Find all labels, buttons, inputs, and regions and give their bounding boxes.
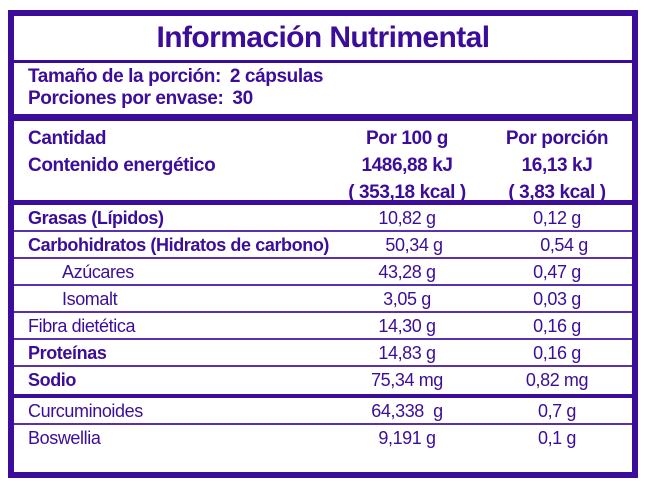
per-100g-column: Por 100 g 1486,88 kJ ( 353,18 kcal ) (322, 125, 492, 206)
serving-size-label: Tamaño de la porción: (28, 66, 221, 87)
nutrient-row-proteinas: Proteínas 14,83 g 0,16 g (14, 340, 632, 367)
amount-energy-column: Cantidad Contenido energético (14, 125, 322, 206)
nutrient-label: Fibra dietética (28, 316, 136, 336)
nutrient-per-portion: 0,03 g (533, 289, 581, 309)
nutrient-label: Azúcares (62, 262, 134, 282)
nutrient-per-portion: 0,47 g (533, 262, 581, 282)
nutrient-row-carbohidratos: Carbohidratos (Hidratos de carbono) 50,3… (14, 232, 632, 259)
serving-info: Tamaño de la porción: 2 cápsulas Porcione… (14, 63, 632, 121)
nutrient-per-portion: 0,12 g (533, 208, 581, 228)
energy-kj-per-portion: 16,13 kJ (521, 155, 593, 176)
energy-kj-per-100g: 1486,88 kJ (361, 155, 453, 176)
nutrient-per-100g: 14,83 g (378, 343, 436, 363)
nutrient-per-100g: 10,82 g (378, 208, 436, 228)
nutrient-per-100g: 3,05 g (383, 289, 431, 309)
nutrient-row-boswellia: Boswellia 9,191 g 0,1 g (14, 425, 632, 452)
nutrient-row-fibra: Fibra dietética 14,30 g 0,16 g (14, 313, 632, 340)
nutrient-label: Boswellia (28, 428, 101, 448)
nutrient-per-portion: 0,16 g (533, 316, 581, 336)
nutrient-label: Sodio (28, 370, 76, 390)
extra-ingredient-rows: Curcuminoides 64,338 g 0,7 g Boswellia 9… (14, 398, 632, 452)
nutrient-row-isomalt: Isomalt 3,05 g 0,03 g (14, 286, 632, 313)
per-portion-header: Por porción (505, 128, 609, 149)
nutrient-row-sodio: Sodio 75,34 mg 0,82 mg (14, 367, 632, 394)
servings-per-container-row: Porciones por envase: 30 (28, 88, 618, 110)
nutrient-per-portion: 0,7 g (537, 401, 577, 421)
nutrient-rows: Grasas (Lípidos) 10,82 g 0,12 g Carbohid… (14, 205, 632, 398)
nutrient-per-100g: 50,34 g (385, 235, 443, 255)
nutrient-per-100g: 14,30 g (378, 316, 436, 336)
nutrient-label: Curcuminoides (28, 401, 143, 421)
amount-header: Cantidad (28, 128, 107, 149)
nutrient-label: Carbohidratos (Hidratos de carbono) (28, 235, 330, 255)
nutrition-label: Información Nutrimental Tamaño de la por… (8, 10, 638, 478)
energy-kcal-per-portion: ( 3,83 kcal ) (508, 182, 606, 203)
servings-per-container-value: 30 (232, 88, 253, 109)
nutrient-row-azucares: Azúcares 43,28 g 0,47 g (14, 259, 632, 286)
nutrient-per-portion: 0,54 g (540, 235, 588, 255)
serving-size-row: Tamaño de la porción: 2 cápsulas (28, 66, 618, 88)
nutrient-per-100g: 75,34 mg (371, 370, 443, 390)
nutrient-per-portion: 0,16 g (533, 343, 581, 363)
nutrient-per-portion: 0,82 mg (525, 370, 589, 390)
energy-kcal-per-100g: ( 353,18 kcal ) (348, 182, 466, 203)
nutrient-per-100g: 64,338 g (371, 401, 443, 421)
nutrient-label: Isomalt (62, 289, 118, 309)
label-title: Información Nutrimental (14, 16, 632, 63)
nutrient-row-curcuminoides: Curcuminoides 64,338 g 0,7 g (14, 398, 632, 425)
nutrient-label: Grasas (Lípidos) (28, 208, 164, 228)
nutrient-label: Proteínas (28, 343, 107, 363)
nutrient-row-grasas: Grasas (Lípidos) 10,82 g 0,12 g (14, 205, 632, 232)
serving-size-value: 2 cápsulas (229, 66, 324, 87)
nutrient-per-100g: 43,28 g (378, 262, 436, 282)
per-100g-header: Por 100 g (366, 128, 448, 149)
per-portion-column: Por porción 16,13 kJ ( 3,83 kcal ) (492, 125, 622, 206)
servings-per-container-label: Porciones por envase: (28, 88, 224, 109)
nutrient-per-portion: 0,1 g (537, 428, 577, 448)
energy-content-header: Contenido energético (28, 155, 216, 176)
column-headers: Cantidad Contenido energético Por 100 g … (14, 121, 632, 205)
nutrient-per-100g: 9,191 g (378, 428, 436, 448)
